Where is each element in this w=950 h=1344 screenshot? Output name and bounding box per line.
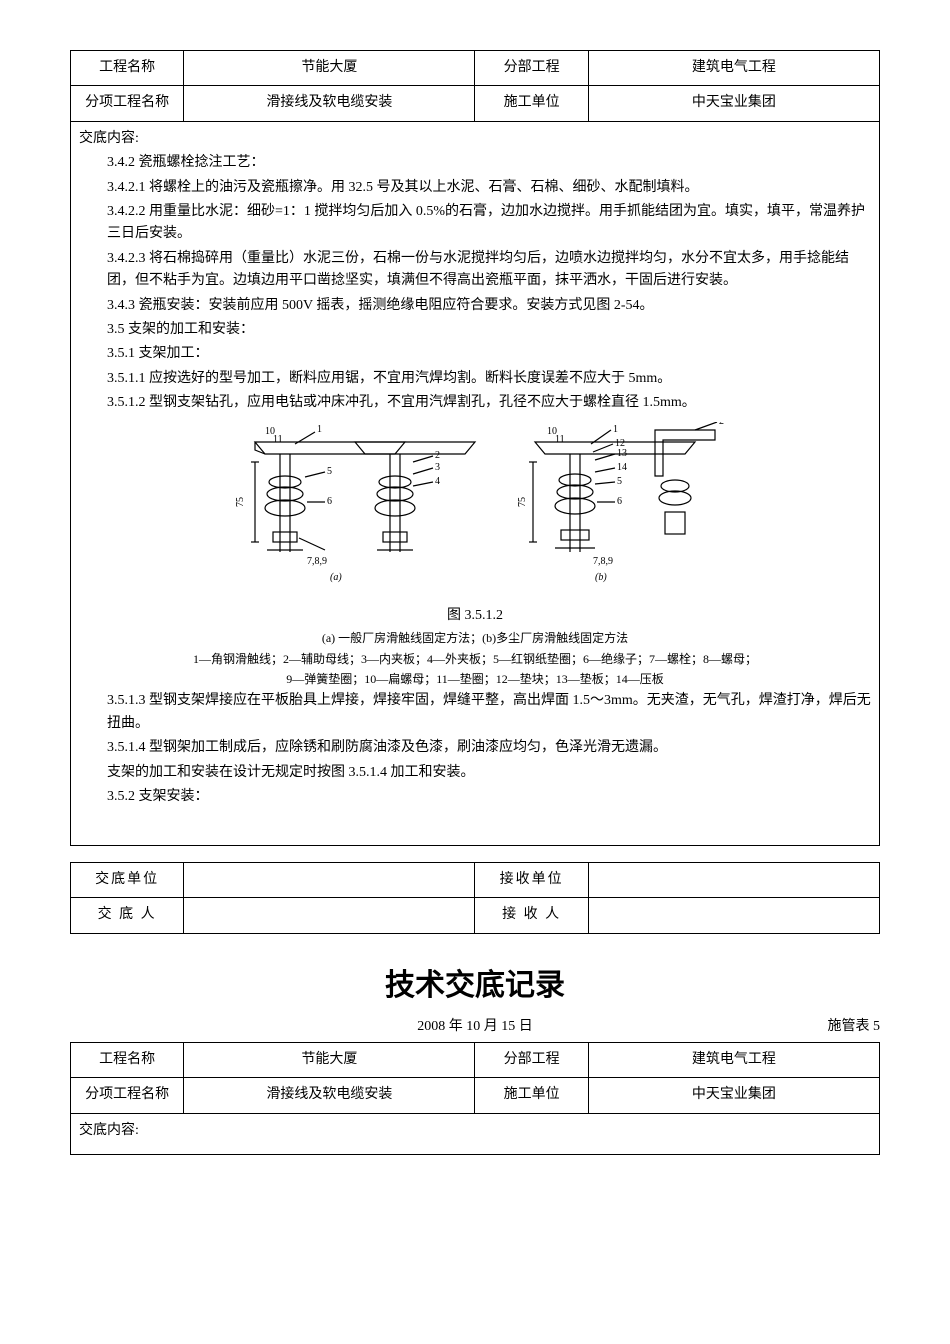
hdr1-unit-lbl: 施工单位 bbox=[475, 86, 588, 121]
hdr1-unit-val: 中天宝业集团 bbox=[588, 86, 879, 121]
hdr2-unit-val: 中天宝业集团 bbox=[588, 1078, 879, 1113]
svg-text:6: 6 bbox=[327, 496, 332, 507]
p-351: 3.5.1 支架加工： bbox=[79, 343, 871, 365]
hdr1-part-val: 建筑电气工程 bbox=[588, 51, 879, 86]
deliver-unit-val bbox=[184, 862, 475, 897]
hdr1-sub-val: 滑接线及软电缆安装 bbox=[184, 86, 475, 121]
hdr2-sub-lbl: 分项工程名称 bbox=[71, 1078, 184, 1113]
hdr2-unit-lbl: 施工单位 bbox=[475, 1078, 588, 1113]
hdr2-sub-val: 滑接线及软电缆安装 bbox=[184, 1078, 475, 1113]
p-3511: 3.5.1.1 应按选好的型号加工，断料应用锯，不宜用汽焊均割。断料长度误差不应… bbox=[79, 368, 871, 390]
figure-3-5-1-2: 75 1011 1 5 6 7,8,9 bbox=[79, 422, 871, 600]
svg-text:11: 11 bbox=[273, 434, 283, 445]
deliver-unit-lbl: 交底单位 bbox=[71, 862, 184, 897]
p-3422: 3.4.2.2 用重量比水泥：细砂=1：1 搅拌均匀后加入 0.5%的石膏，边加… bbox=[79, 201, 871, 246]
p-3514b: 支架的加工和安装在设计无规定时按图 3.5.1.4 加工和安装。 bbox=[79, 762, 871, 784]
svg-text:1: 1 bbox=[317, 424, 322, 435]
receive-person-lbl: 接 收 人 bbox=[475, 898, 588, 933]
p-3514: 3.5.1.4 型钢架加工制成后，应除锈和刷防腐油漆及色漆，刷油漆应均匀，色泽光… bbox=[79, 737, 871, 759]
hdr2-project-name-val: 节能大厦 bbox=[184, 1042, 475, 1077]
svg-text:2: 2 bbox=[435, 450, 440, 461]
svg-text:14: 14 bbox=[617, 462, 627, 473]
svg-text:6: 6 bbox=[617, 496, 622, 507]
svg-text:4: 4 bbox=[435, 476, 440, 487]
figure-caption: (a) 一般厂房滑触线固定方法；(b)多尘厂房滑触线固定方法 bbox=[79, 629, 871, 648]
section2-table-no: 施管表 5 bbox=[780, 1016, 880, 1038]
deliver-person-val bbox=[184, 898, 475, 933]
hdr2-part-lbl: 分部工程 bbox=[475, 1042, 588, 1077]
dim-75-a: 75 bbox=[235, 497, 246, 507]
svg-text:5: 5 bbox=[327, 466, 332, 477]
section2-meta: 2008 年 10 月 15 日 施管表 5 bbox=[70, 1016, 880, 1038]
p-35: 3.5 支架的加工和安装： bbox=[79, 319, 871, 341]
receive-person-val bbox=[588, 898, 879, 933]
header-table-2: 工程名称 节能大厦 分部工程 建筑电气工程 分项工程名称 滑接线及软电缆安装 施… bbox=[70, 1042, 880, 1114]
svg-text:5: 5 bbox=[617, 476, 622, 487]
nums-789-a: 7,8,9 bbox=[307, 556, 327, 567]
hdr1-sub-lbl: 分项工程名称 bbox=[71, 86, 184, 121]
p-3421: 3.4.2.1 将螺栓上的油污及瓷瓶擦净。用 32.5 号及其以上水泥、石膏、石… bbox=[79, 177, 871, 199]
tag-b: (b) bbox=[595, 572, 607, 583]
hdr1-part-lbl: 分部工程 bbox=[475, 51, 588, 86]
legend-line-1: 1—角钢滑触线；2—辅助母线；3—内夹板；4—外夹板；5—红钢纸垫圈；6—绝缘子… bbox=[79, 650, 871, 668]
svg-text:3: 3 bbox=[435, 462, 440, 473]
p-3513: 3.5.1.3 型钢支架焊接应在平板胎具上焊接，焊接牢固，焊缝平整，高出焊面 1… bbox=[79, 690, 871, 735]
p-3423: 3.4.2.3 将石棉捣碎用（重量比）水泥三份，石棉一份与水泥搅拌均匀后，边喷水… bbox=[79, 248, 871, 293]
receive-unit-lbl: 接收单位 bbox=[475, 862, 588, 897]
legend-line-2: 9—弹簧垫圈；10—扁螺母；11—垫圈；12—垫块；13—垫板；14—压板 bbox=[79, 670, 871, 688]
hdr2-project-name-lbl: 工程名称 bbox=[71, 1042, 184, 1077]
content-box-2: 交底内容: bbox=[70, 1114, 880, 1155]
header-table-1: 工程名称 节能大厦 分部工程 建筑电气工程 分项工程名称 滑接线及软电缆安装 施… bbox=[70, 50, 880, 122]
p-352: 3.5.2 支架安装： bbox=[79, 786, 871, 808]
tag-a: (a) bbox=[330, 572, 342, 583]
signature-table: 交底单位 接收单位 交 底 人 接 收 人 bbox=[70, 862, 880, 934]
section2-title: 技术交底记录 bbox=[70, 962, 880, 1010]
p-342: 3.4.2 瓷瓶螺栓捻注工艺： bbox=[79, 152, 871, 174]
content-label-2: 交底内容: bbox=[79, 1120, 871, 1142]
hdr1-project-name-val: 节能大厦 bbox=[184, 51, 475, 86]
hdr2-part-val: 建筑电气工程 bbox=[588, 1042, 879, 1077]
receive-unit-val bbox=[588, 862, 879, 897]
p-343: 3.4.3 瓷瓶安装：安装前应用 500V 摇表，摇测绝缘电阻应符合要求。安装方… bbox=[79, 295, 871, 317]
diagram-svg: 75 1011 1 5 6 7,8,9 bbox=[195, 422, 755, 592]
section2-date: 2008 年 10 月 15 日 bbox=[170, 1016, 780, 1038]
svg-text:2: 2 bbox=[719, 422, 724, 427]
content-label: 交底内容: bbox=[79, 128, 871, 150]
hdr1-project-name-lbl: 工程名称 bbox=[71, 51, 184, 86]
dim-75-b: 75 bbox=[517, 497, 528, 507]
svg-text:11: 11 bbox=[555, 434, 565, 445]
svg-text:13: 13 bbox=[617, 448, 627, 459]
figure-label: 图 3.5.1.2 bbox=[79, 605, 871, 627]
svg-text:1: 1 bbox=[613, 424, 618, 435]
deliver-person-lbl: 交 底 人 bbox=[71, 898, 184, 933]
content-box-1: 交底内容: 3.4.2 瓷瓶螺栓捻注工艺： 3.4.2.1 将螺栓上的油污及瓷瓶… bbox=[70, 122, 880, 846]
p-3512: 3.5.1.2 型钢支架钻孔，应用电钻或冲床冲孔，不宜用汽焊割孔，孔径不应大于螺… bbox=[79, 392, 871, 414]
nums-789-b: 7,8,9 bbox=[593, 556, 613, 567]
